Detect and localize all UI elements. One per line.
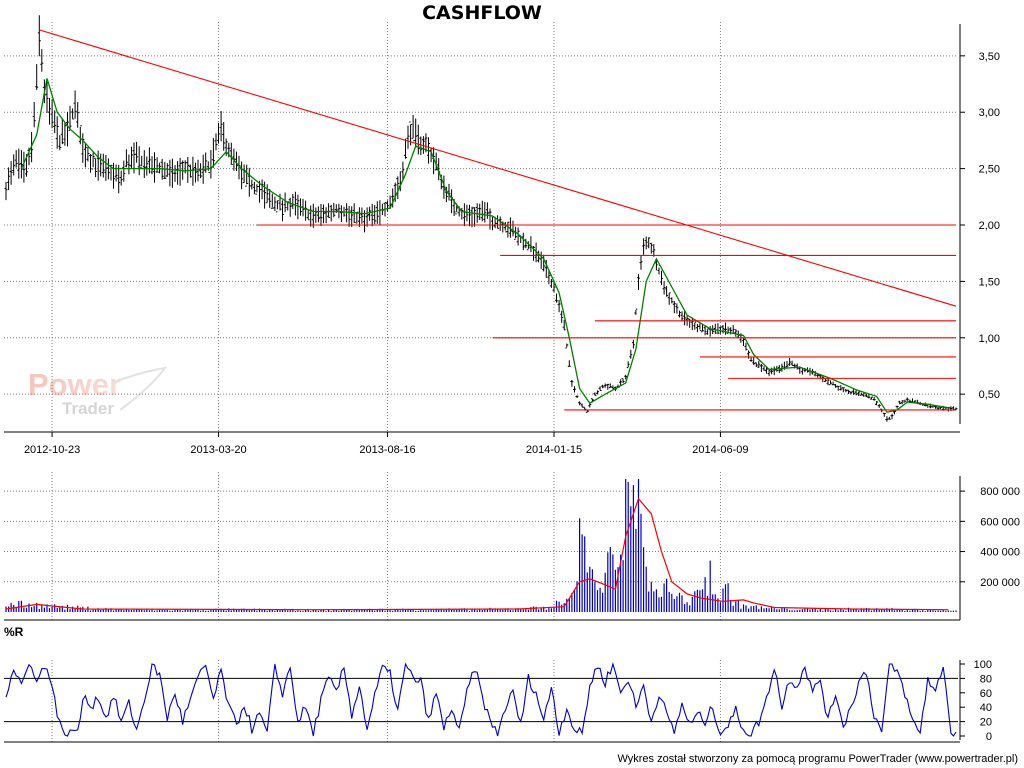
wr-y-tick-label: 0 — [986, 731, 992, 743]
powertrader-logo: Power Trader — [28, 366, 168, 418]
logo-word-trader: Trader — [62, 399, 114, 418]
price-y-tick-label: 1,00 — [979, 333, 1000, 345]
wr-y-tick-label: 40 — [980, 702, 992, 714]
x-tick-label: 2014-01-15 — [526, 444, 582, 456]
volume-y-tick-label: 600 000 — [980, 516, 1020, 528]
grid-lines — [4, 22, 958, 742]
x-tick-label: 2012-10-23 — [24, 444, 80, 456]
footer-credit: Wykres został stworzony za pomocą progra… — [617, 753, 1018, 765]
volume-average-line — [5, 497, 949, 611]
williams-r-label: %R — [4, 625, 24, 639]
wr-y-tick-label: 100 — [974, 659, 992, 671]
logo-word-power: Power — [28, 367, 121, 402]
moving-average-line — [20, 78, 949, 413]
price-y-tick-label: 0,50 — [979, 389, 1000, 401]
trend-line-descending — [39, 29, 957, 307]
volume-y-tick-label: 400 000 — [980, 547, 1020, 559]
axes: 2012-10-23 2013-03-20 2013-08-16 2014-01-15… — [4, 24, 1020, 743]
wr-y-tick-label: 80 — [980, 673, 992, 685]
chart-title: CASHFLOW — [422, 2, 542, 24]
price-panel — [4, 15, 958, 422]
x-tick-label: 2013-08-16 — [359, 444, 415, 456]
price-y-tick-label: 3,00 — [979, 107, 1000, 119]
williams-r-line — [5, 661, 957, 737]
price-y-tick-label: 2,00 — [979, 220, 1000, 232]
x-tick-label: 2014-06-09 — [692, 444, 748, 456]
price-ohlc-bars — [4, 15, 958, 422]
wr-y-tick-label: 20 — [980, 717, 992, 729]
price-y-tick-label: 1,50 — [979, 276, 1000, 288]
price-y-tick-label: 3,50 — [979, 51, 1000, 63]
volume-bars — [5, 479, 957, 612]
williams-r-panel — [4, 661, 958, 737]
volume-y-tick-label: 200 000 — [980, 577, 1020, 589]
x-tick-label: 2013-03-20 — [190, 444, 246, 456]
volume-y-tick-label: 800 000 — [980, 486, 1020, 498]
price-y-tick-label: 2,50 — [979, 164, 1000, 176]
wr-y-tick-label: 60 — [980, 688, 992, 700]
volume-panel — [5, 479, 957, 612]
